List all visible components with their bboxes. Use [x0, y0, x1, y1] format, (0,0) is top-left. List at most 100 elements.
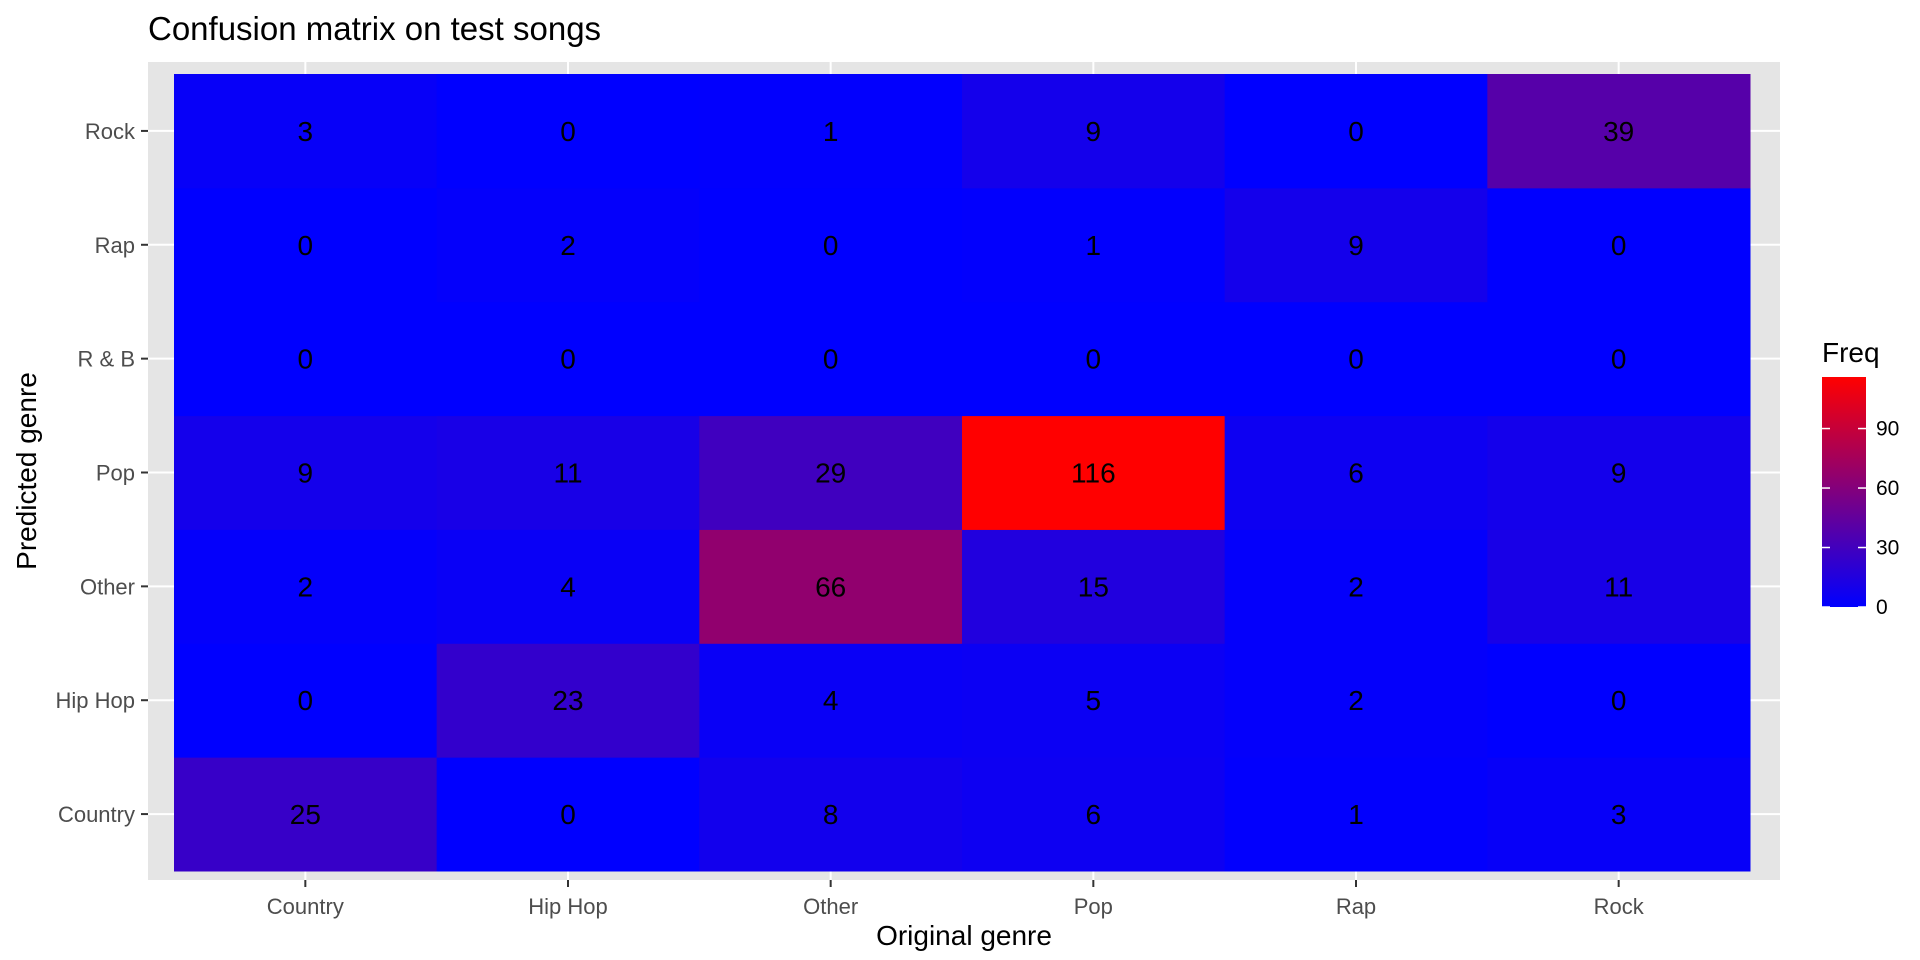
heatmap-cell-other-rap — [1224, 529, 1488, 644]
cell-value-country-rock: 3 — [1611, 799, 1627, 830]
y-tick-label-pop: Pop — [96, 461, 135, 486]
heatmap-cell-other-other — [699, 529, 963, 644]
heatmap-cell-rock-country — [174, 74, 438, 189]
cell-value-other-country: 2 — [298, 571, 314, 602]
chart-title: Confusion matrix on test songs — [148, 10, 601, 47]
cell-value-other-hip-hop: 4 — [560, 571, 576, 602]
heatmap-cell-pop-rock — [1487, 415, 1751, 530]
x-tick-label-country: Country — [267, 894, 344, 919]
y-tick-label-rap: Rap — [95, 233, 135, 258]
y-tick-label-country: Country — [58, 802, 135, 827]
heatmap-cell-pop-other — [699, 415, 963, 530]
cell-value-country-hip-hop: 0 — [560, 799, 576, 830]
x-tick-label-rap: Rap — [1336, 894, 1376, 919]
heatmap-cell-country-rap — [1224, 757, 1488, 872]
cell-value-rock-other: 1 — [823, 116, 839, 147]
heatmap-cell-r-b-rap — [1224, 301, 1488, 417]
cell-value-rock-pop: 9 — [1086, 116, 1102, 147]
color-legend: Freq 0 30 60 90 — [1822, 337, 1899, 619]
heatmap-cell-rap-rap — [1224, 187, 1488, 303]
y-tick-label-hip-hop: Hip Hop — [56, 688, 135, 713]
cell-value-r-b-rock: 0 — [1611, 344, 1627, 375]
y-tick-label-other: Other — [80, 574, 135, 599]
legend-tick-label-90: 90 — [1876, 418, 1899, 441]
cell-value-other-rock: 11 — [1604, 571, 1633, 602]
cell-value-pop-rap: 6 — [1348, 458, 1364, 489]
heatmap-cell-rap-other — [699, 187, 963, 303]
legend-ticks: 0 30 60 90 — [1822, 418, 1899, 619]
cell-value-pop-other: 29 — [815, 458, 846, 489]
cell-value-rap-other: 0 — [823, 230, 839, 261]
cell-value-other-other: 66 — [815, 571, 846, 602]
cell-value-rock-rap: 0 — [1348, 116, 1364, 147]
y-tick-label-rock: Rock — [85, 119, 136, 144]
cell-value-rap-rap: 9 — [1348, 230, 1364, 261]
y-axis-title: Predicted genre — [11, 372, 42, 570]
cell-value-r-b-pop: 0 — [1086, 344, 1102, 375]
heatmap-cell-country-country — [174, 757, 438, 872]
heatmap-cell-rap-hip-hop — [436, 187, 700, 303]
cell-value-r-b-rap: 0 — [1348, 344, 1364, 375]
legend-title: Freq — [1822, 337, 1880, 368]
cell-value-rap-country: 0 — [298, 230, 314, 261]
legend-tick-label-0: 0 — [1876, 596, 1888, 619]
x-tick-label-rock: Rock — [1594, 894, 1645, 919]
heatmap-cell-rock-hip-hop — [436, 74, 700, 189]
heatmap-cell-hip-hop-other — [699, 643, 963, 758]
heatmap-cell-country-hip-hop — [436, 757, 700, 872]
cell-value-country-other: 8 — [823, 799, 839, 830]
cell-value-rock-country: 3 — [298, 116, 314, 147]
legend-tick-label-60: 60 — [1876, 477, 1899, 500]
heatmap-cells — [174, 74, 1751, 872]
heatmap-cell-hip-hop-hip-hop — [436, 643, 700, 758]
heatmap-cell-rap-country — [174, 187, 438, 303]
y-axis: Country Hip Hop Other Pop R & B Rap Rock — [56, 119, 148, 827]
cell-value-pop-hip-hop: 11 — [553, 458, 582, 489]
heatmap-cell-pop-hip-hop — [436, 415, 700, 530]
heatmap-cell-country-rock — [1487, 757, 1751, 872]
heatmap-cell-rock-rock — [1487, 74, 1751, 189]
cell-value-hip-hop-rap: 2 — [1348, 685, 1364, 716]
heatmap-cell-r-b-other — [699, 301, 963, 417]
heatmap-cell-hip-hop-rock — [1487, 643, 1751, 758]
cell-value-other-pop: 15 — [1078, 571, 1109, 602]
cell-value-pop-pop: 116 — [1071, 458, 1116, 489]
heatmap-cell-r-b-pop — [962, 301, 1226, 417]
heatmap-cell-pop-pop — [962, 415, 1226, 530]
cell-value-pop-country: 9 — [298, 458, 314, 489]
x-tick-label-hip-hop: Hip Hop — [528, 894, 607, 919]
heatmap-cell-other-rock — [1487, 529, 1751, 644]
heatmap-cell-other-hip-hop — [436, 529, 700, 644]
x-tick-label-pop: Pop — [1074, 894, 1113, 919]
heatmap-cell-other-country — [174, 529, 438, 644]
heatmap-cell-rock-other — [699, 74, 963, 189]
legend-colorbar — [1822, 377, 1866, 607]
cell-value-hip-hop-rock: 0 — [1611, 685, 1627, 716]
cell-value-pop-rock: 9 — [1611, 458, 1627, 489]
heatmap-cell-hip-hop-country — [174, 643, 438, 758]
heatmap-cell-pop-rap — [1224, 415, 1488, 530]
heatmap-cell-rock-rap — [1224, 74, 1488, 189]
cell-value-r-b-other: 0 — [823, 344, 839, 375]
cell-value-rock-hip-hop: 0 — [560, 116, 576, 147]
cell-value-rap-rock: 0 — [1611, 230, 1627, 261]
cell-value-rap-hip-hop: 2 — [560, 230, 576, 261]
heatmap-cell-country-other — [699, 757, 963, 872]
heatmap-cell-rap-pop — [962, 187, 1226, 303]
heatmap-cell-hip-hop-pop — [962, 643, 1226, 758]
cell-value-rap-pop: 1 — [1086, 230, 1102, 261]
cell-value-country-rap: 1 — [1348, 799, 1364, 830]
legend-tick-label-30: 30 — [1876, 537, 1899, 560]
heatmap-cell-country-pop — [962, 757, 1226, 872]
x-axis-title: Original genre — [876, 920, 1052, 951]
cell-value-rock-rock: 39 — [1603, 116, 1634, 147]
cell-value-hip-hop-hip-hop: 23 — [552, 685, 583, 716]
y-tick-label-r-b: R & B — [78, 347, 135, 372]
x-axis: Country Hip Hop Other Pop Rap Rock — [267, 880, 1645, 919]
cell-value-labels: 25 0 8 6 1 30 23 4 5 2 02 4 66 15 2 119 11 29 116 6 90 0 0 0 0 00… — [290, 116, 1634, 830]
cell-value-country-pop: 6 — [1086, 799, 1102, 830]
heatmap-cell-rock-pop — [962, 74, 1226, 189]
cell-value-r-b-hip-hop: 0 — [560, 344, 576, 375]
heatmap-cell-rap-rock — [1487, 187, 1751, 303]
